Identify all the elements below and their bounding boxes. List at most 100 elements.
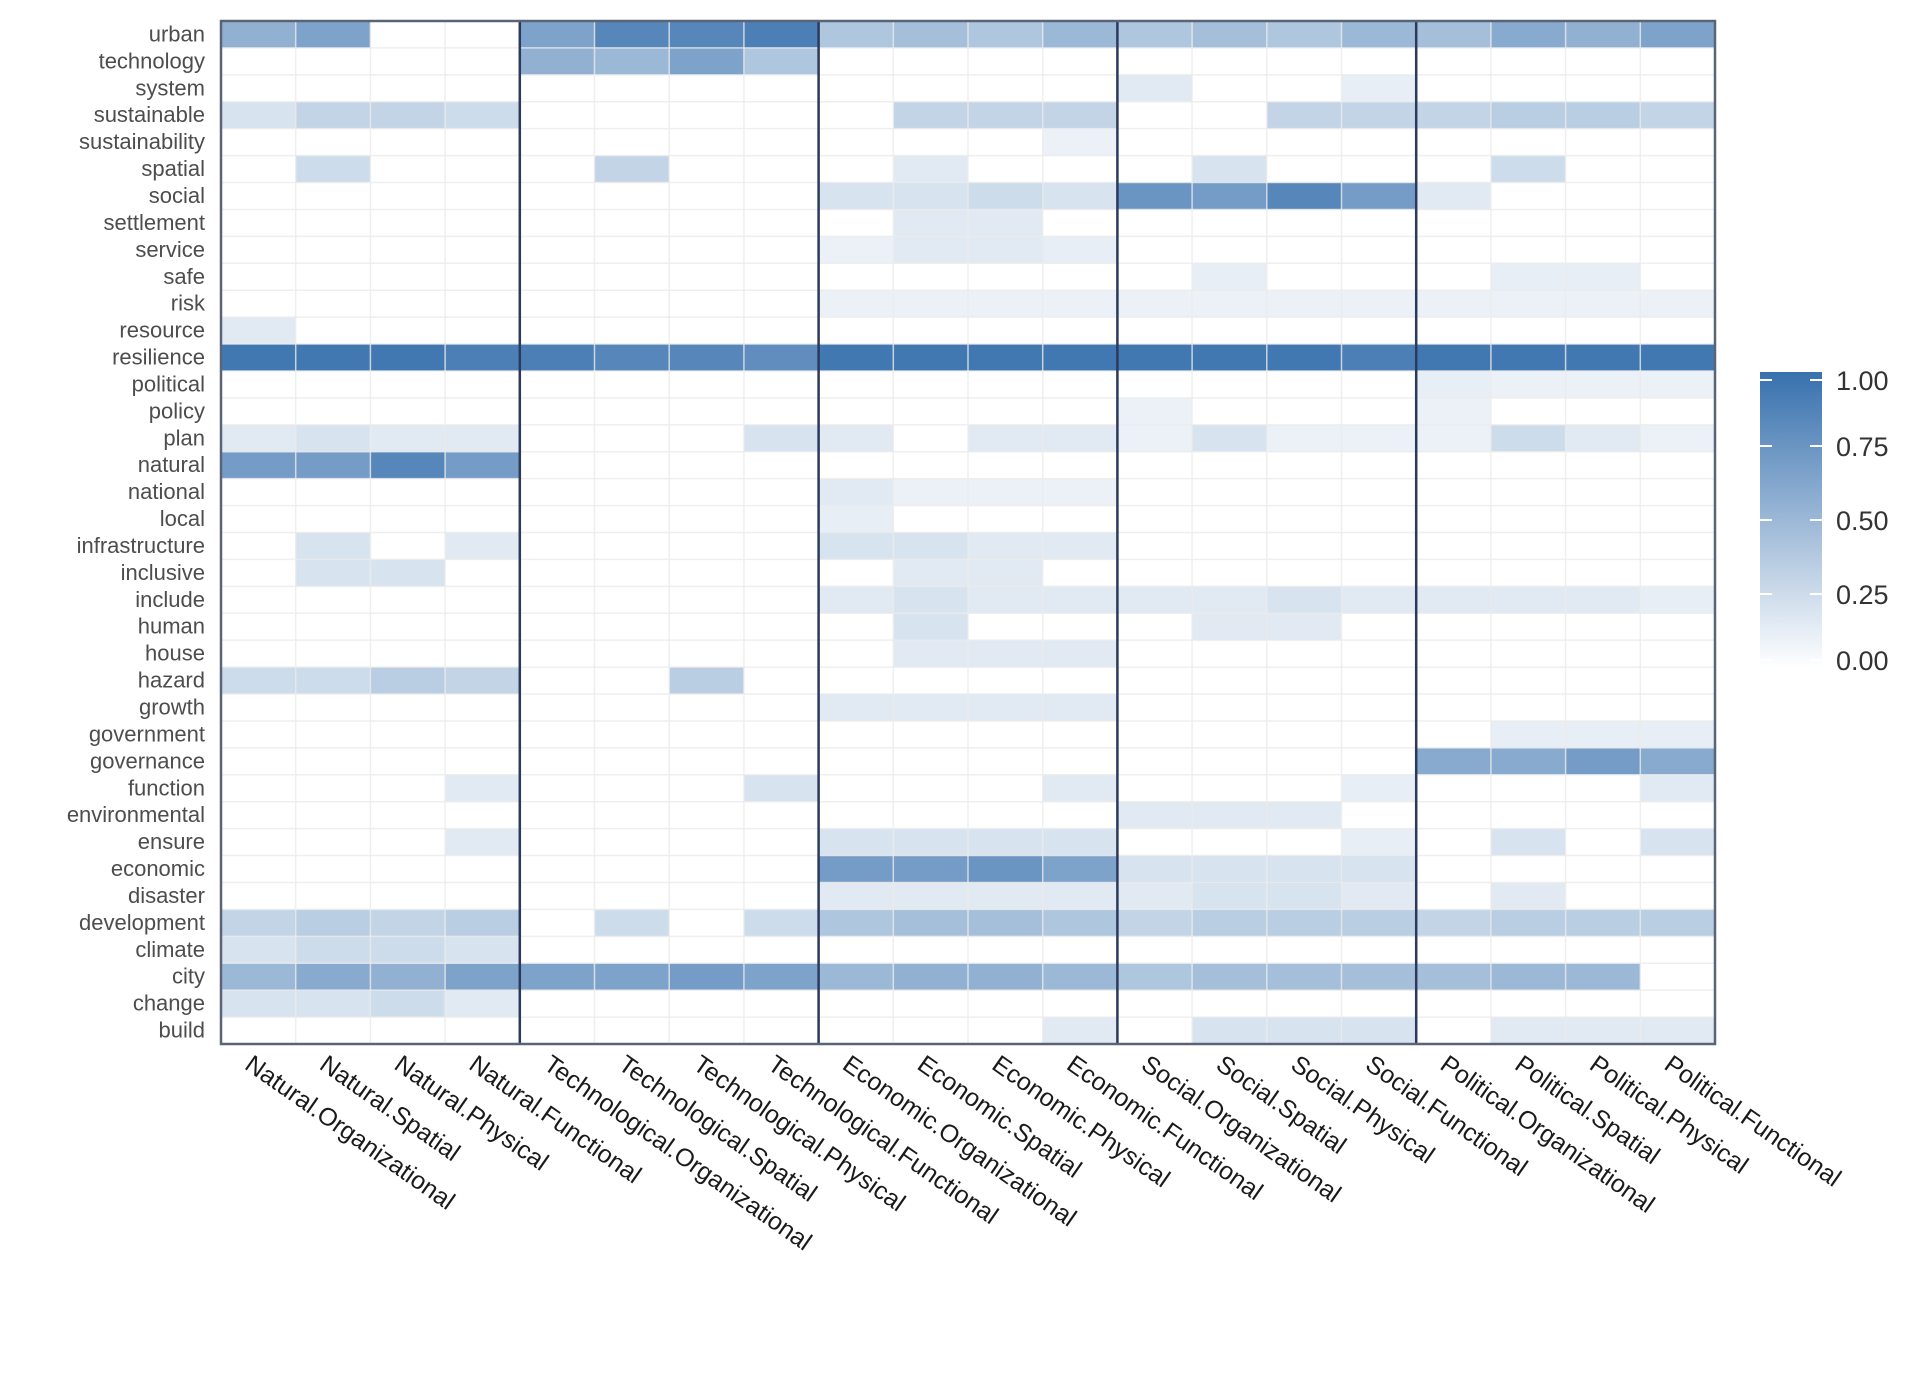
heatmap-cell-infrastructure-Social.Spatial bbox=[1192, 532, 1268, 560]
heatmap-cell-sustainability-Natural.Functional bbox=[445, 128, 521, 157]
y-tick-label: ensure bbox=[138, 829, 205, 854]
heatmap-cell-system-Natural.Physical bbox=[370, 74, 446, 103]
heatmap-cell-service-Technological.Physical bbox=[669, 236, 745, 264]
heatmap-cell-include-Economic.Spatial bbox=[893, 586, 969, 614]
heatmap-cell-climate-Technological.Functional bbox=[743, 936, 820, 964]
heatmap-cell-government-Economic.Spatial bbox=[893, 720, 969, 749]
heatmap-cell-climate-Natural.Spatial bbox=[295, 936, 371, 964]
heatmap-cell-city-Social.Physical bbox=[1266, 963, 1342, 991]
y-tick-label: spatial bbox=[141, 156, 205, 181]
heatmap-cell-spatial-Political.Physical bbox=[1565, 155, 1641, 184]
heatmap-cell-technology-Social.Organizational bbox=[1117, 47, 1193, 76]
legend-tick-label: 0.50 bbox=[1836, 506, 1889, 536]
heatmap-cell-sustainability-Political.Spatial bbox=[1490, 128, 1567, 157]
heatmap-cell-political-Economic.Organizational bbox=[818, 370, 894, 399]
heatmap-cell-government-Natural.Spatial bbox=[295, 720, 371, 749]
heatmap-cell-service-Natural.Functional bbox=[445, 236, 521, 264]
heatmap-cell-governance-Political.Functional bbox=[1640, 747, 1716, 776]
y-tick-label: resilience bbox=[112, 345, 205, 370]
heatmap-cell-build-Natural.Functional bbox=[445, 1017, 521, 1045]
heatmap-cell-spatial-Social.Functional bbox=[1341, 155, 1417, 184]
heatmap-cell-climate-Technological.Organizational bbox=[519, 936, 595, 964]
heatmap-cell-system-Political.Functional bbox=[1640, 74, 1716, 103]
heatmap-cell-resource-Political.Physical bbox=[1565, 317, 1641, 345]
heatmap-cell-hazard-Social.Spatial bbox=[1192, 667, 1268, 695]
heatmap-cell-natural-Political.Functional bbox=[1640, 451, 1716, 480]
heatmap-cell-service-Technological.Spatial bbox=[594, 236, 670, 264]
heatmap-cell-risk-Natural.Physical bbox=[370, 290, 446, 318]
heatmap-cell-change-Economic.Functional bbox=[1042, 990, 1118, 1018]
heatmap-cell-environmental-Political.Organizational bbox=[1416, 801, 1492, 830]
heatmap-cell-change-Natural.Physical bbox=[370, 990, 446, 1018]
heatmap-cell-infrastructure-Natural.Spatial bbox=[295, 532, 371, 560]
heatmap-cell-hazard-Technological.Functional bbox=[743, 667, 820, 695]
heatmap-cell-national-Economic.Organizational bbox=[818, 478, 894, 507]
heatmap-cell-infrastructure-Political.Physical bbox=[1565, 532, 1641, 560]
heatmap-cell-policy-Technological.Spatial bbox=[594, 397, 670, 426]
heatmap-cell-hazard-Social.Physical bbox=[1266, 667, 1342, 695]
heatmap-cell-government-Economic.Organizational bbox=[818, 720, 894, 749]
heatmap-cell-safe-Social.Spatial bbox=[1192, 263, 1268, 291]
heatmap-cell-local-Natural.Functional bbox=[445, 505, 521, 533]
heatmap-cell-natural-Social.Physical bbox=[1266, 451, 1342, 480]
heatmap-cell-local-Economic.Spatial bbox=[893, 505, 969, 533]
y-tick-label: growth bbox=[139, 694, 205, 719]
heatmap-cell-social-Technological.Organizational bbox=[519, 182, 595, 210]
heatmap-cell-plan-Economic.Physical bbox=[968, 424, 1044, 453]
heatmap-cell-system-Political.Physical bbox=[1565, 74, 1641, 103]
heatmap-cell-policy-Economic.Functional bbox=[1042, 397, 1118, 426]
heatmap-cell-service-Social.Spatial bbox=[1192, 236, 1268, 264]
group-separators bbox=[219, 19, 1717, 1046]
heatmap-cell-human-Technological.Functional bbox=[743, 613, 820, 641]
heatmap-cell-system-Social.Spatial bbox=[1192, 74, 1268, 103]
heatmap-cell-settlement-Technological.Organizational bbox=[519, 209, 595, 237]
heatmap-cell-natural-Technological.Spatial bbox=[594, 451, 670, 480]
heatmap-cell-spatial-Political.Spatial bbox=[1490, 155, 1567, 184]
heatmap-cell-local-Technological.Physical bbox=[669, 505, 745, 533]
heatmap-cell-resilience-Technological.Physical bbox=[669, 344, 745, 372]
heatmap-cell-economic-Technological.Organizational bbox=[519, 855, 595, 883]
heatmap-cell-ensure-Political.Organizational bbox=[1416, 828, 1492, 857]
heatmap-cell-economic-Political.Spatial bbox=[1490, 855, 1567, 883]
heatmap-cell-political-Social.Spatial bbox=[1192, 370, 1268, 399]
heatmap-cell-ensure-Natural.Organizational bbox=[221, 828, 297, 857]
heatmap-cell-build-Economic.Functional bbox=[1042, 1017, 1118, 1045]
heatmap-cell-resource-Political.Organizational bbox=[1416, 317, 1492, 345]
heatmap-cell-environmental-Political.Functional bbox=[1640, 801, 1716, 830]
heatmap-cell-infrastructure-Economic.Functional bbox=[1042, 532, 1118, 560]
heatmap-cell-house-Technological.Spatial bbox=[594, 640, 670, 668]
heatmap-cell-economic-Economic.Spatial bbox=[893, 855, 969, 883]
heatmap-cell-government-Natural.Physical bbox=[370, 720, 446, 749]
heatmap-cell-function-Natural.Organizational bbox=[221, 774, 297, 803]
heatmap-cell-economic-Natural.Spatial bbox=[295, 855, 371, 883]
heatmap-cell-build-Economic.Organizational bbox=[818, 1017, 894, 1045]
heatmap-cell-risk-Economic.Functional bbox=[1042, 290, 1118, 318]
heatmap-cell-hazard-Natural.Organizational bbox=[221, 667, 297, 695]
heatmap-cell-urban-Technological.Functional bbox=[743, 21, 820, 49]
heatmap-cell-ensure-Political.Physical bbox=[1565, 828, 1641, 857]
y-tick-label: include bbox=[135, 587, 205, 612]
y-axis-labels: urbantechnologysystemsustainablesustaina… bbox=[67, 21, 206, 1042]
heatmap-cell-include-Political.Organizational bbox=[1416, 586, 1492, 614]
heatmap-cell-plan-Technological.Functional bbox=[743, 424, 820, 453]
heatmap-cell-include-Social.Spatial bbox=[1192, 586, 1268, 614]
y-tick-label: social bbox=[149, 183, 205, 208]
heatmap-cell-service-Technological.Organizational bbox=[519, 236, 595, 264]
heatmap-cell-hazard-Technological.Spatial bbox=[594, 667, 670, 695]
heatmap-cell-government-Economic.Functional bbox=[1042, 720, 1118, 749]
heatmap-cell-natural-Political.Organizational bbox=[1416, 451, 1492, 480]
heatmap-cell-include-Natural.Functional bbox=[445, 586, 521, 614]
heatmap-cell-resource-Natural.Spatial bbox=[295, 317, 371, 345]
heatmap-cell-national-Political.Organizational bbox=[1416, 478, 1492, 507]
heatmap-cell-change-Political.Spatial bbox=[1490, 990, 1567, 1018]
heatmap-cell-resilience-Political.Organizational bbox=[1416, 344, 1492, 372]
heatmap-cell-function-Social.Organizational bbox=[1117, 774, 1193, 803]
heatmap-cell-urban-Political.Functional bbox=[1640, 21, 1716, 49]
heatmap-cell-service-Technological.Functional bbox=[743, 236, 820, 264]
heatmap-cell-disaster-Economic.Organizational bbox=[818, 882, 894, 910]
heatmap-cell-human-Political.Functional bbox=[1640, 613, 1716, 641]
heatmap-cell-government-Political.Physical bbox=[1565, 720, 1641, 749]
heatmap-cell-settlement-Economic.Organizational bbox=[818, 209, 894, 237]
heatmap-cell-human-Social.Functional bbox=[1341, 613, 1417, 641]
heatmap-cell-disaster-Natural.Functional bbox=[445, 882, 521, 910]
